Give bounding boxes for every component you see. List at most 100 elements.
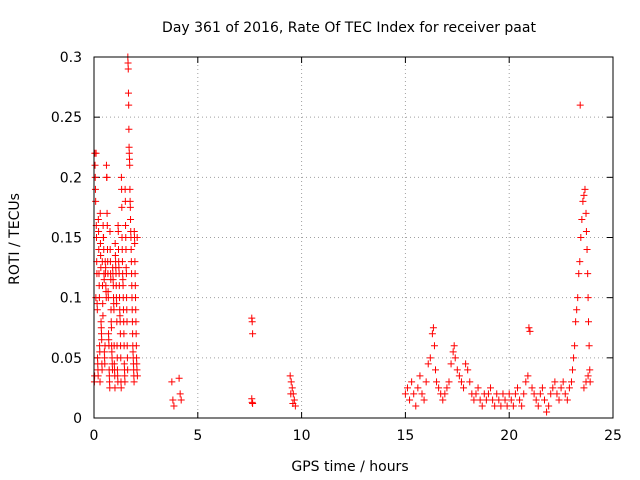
plot-frame bbox=[93, 56, 614, 419]
data-point bbox=[101, 360, 109, 368]
data-point bbox=[478, 402, 486, 410]
data-point bbox=[113, 300, 121, 308]
data-point bbox=[435, 384, 443, 392]
data-point bbox=[110, 360, 118, 368]
data-point bbox=[445, 378, 453, 386]
data-point bbox=[551, 378, 559, 386]
data-point bbox=[433, 378, 441, 386]
data-point bbox=[116, 312, 124, 320]
data-point bbox=[557, 384, 565, 392]
data-point bbox=[525, 324, 533, 332]
data-point bbox=[117, 354, 125, 362]
data-point bbox=[424, 360, 432, 368]
data-point bbox=[584, 294, 592, 302]
data-point bbox=[430, 342, 438, 350]
data-point bbox=[549, 384, 557, 392]
data-point bbox=[114, 227, 122, 235]
data-point bbox=[132, 342, 140, 350]
data-point bbox=[99, 312, 107, 320]
data-point bbox=[572, 318, 580, 326]
data-point bbox=[106, 378, 114, 386]
y-tick-labels: 0 0.05 0.1 0.15 0.2 0.25 0.3 bbox=[51, 50, 82, 427]
data-point bbox=[126, 197, 134, 205]
data-point bbox=[287, 390, 295, 398]
data-point bbox=[416, 372, 424, 380]
data-point bbox=[462, 360, 470, 368]
data-point bbox=[125, 125, 133, 133]
data-point bbox=[132, 330, 140, 338]
data-point bbox=[426, 354, 434, 362]
data-point bbox=[91, 185, 99, 193]
data-point bbox=[290, 396, 298, 404]
data-point bbox=[457, 378, 465, 386]
data-point bbox=[133, 360, 141, 368]
data-point bbox=[451, 354, 459, 362]
data-point bbox=[127, 215, 135, 223]
data-point bbox=[429, 324, 437, 332]
x-tick-label: 15 bbox=[396, 428, 414, 444]
data-point bbox=[132, 318, 140, 326]
data-point bbox=[133, 234, 141, 241]
y-tick-label: 0.25 bbox=[51, 110, 82, 126]
grid-lines bbox=[94, 57, 613, 418]
data-point bbox=[131, 240, 139, 248]
data-point bbox=[169, 396, 177, 404]
data-point bbox=[547, 390, 555, 398]
y-tick-label: 0.05 bbox=[51, 351, 82, 367]
axis-ticks bbox=[93, 56, 614, 419]
data-point bbox=[119, 276, 127, 284]
data-point bbox=[121, 378, 129, 386]
data-point bbox=[117, 173, 125, 181]
data-point bbox=[131, 258, 139, 266]
data-point bbox=[543, 408, 551, 416]
data-point bbox=[106, 227, 114, 235]
data-point bbox=[493, 390, 501, 398]
x-tick-label: 25 bbox=[604, 428, 622, 444]
data-point bbox=[286, 372, 294, 380]
data-point bbox=[175, 374, 183, 382]
data-point bbox=[580, 191, 588, 199]
data-point bbox=[406, 396, 414, 404]
data-point bbox=[122, 221, 130, 229]
data-point bbox=[124, 59, 132, 67]
data-point bbox=[522, 378, 530, 386]
data-point bbox=[582, 209, 590, 217]
data-point bbox=[414, 384, 422, 392]
data-point bbox=[132, 306, 140, 314]
data-point bbox=[120, 330, 128, 338]
data-point bbox=[545, 402, 553, 410]
data-point bbox=[403, 384, 411, 392]
data-point bbox=[114, 221, 122, 229]
data-point bbox=[126, 185, 134, 193]
data-point bbox=[540, 396, 548, 404]
data-point bbox=[565, 384, 573, 392]
data-point bbox=[585, 342, 593, 350]
data-point bbox=[124, 89, 132, 97]
data-point bbox=[484, 390, 492, 398]
data-point bbox=[583, 246, 591, 254]
data-point bbox=[511, 390, 519, 398]
data-point bbox=[584, 372, 592, 380]
x-tick-label: 5 bbox=[193, 428, 202, 444]
data-point bbox=[124, 65, 132, 73]
data-point bbox=[96, 378, 104, 386]
data-point bbox=[94, 215, 102, 223]
data-point bbox=[91, 173, 99, 181]
data-point bbox=[101, 354, 109, 362]
data-point bbox=[104, 288, 112, 296]
data-point bbox=[538, 384, 546, 392]
data-point bbox=[107, 324, 115, 332]
data-point bbox=[530, 390, 538, 398]
x-tick-label: 0 bbox=[90, 428, 99, 444]
data-point bbox=[121, 372, 129, 380]
data-point bbox=[482, 396, 490, 404]
data-point bbox=[410, 390, 418, 398]
y-tick-label: 0 bbox=[73, 411, 82, 427]
data-point bbox=[569, 366, 577, 374]
data-point bbox=[443, 384, 451, 392]
data-point bbox=[447, 360, 455, 368]
data-point bbox=[474, 384, 482, 392]
data-point bbox=[487, 384, 495, 392]
data-point bbox=[580, 384, 588, 392]
